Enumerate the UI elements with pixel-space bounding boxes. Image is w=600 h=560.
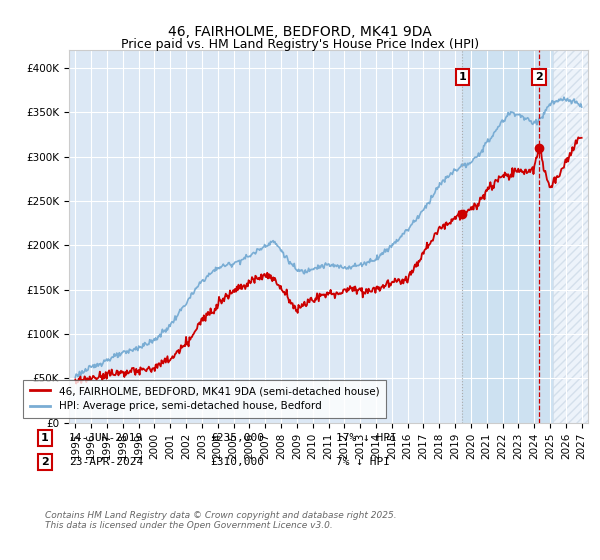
Text: 46, FAIRHOLME, BEDFORD, MK41 9DA: 46, FAIRHOLME, BEDFORD, MK41 9DA	[168, 25, 432, 39]
Text: £235,000: £235,000	[210, 433, 264, 443]
Bar	[553, 50, 588, 423]
Text: 14-JUN-2019: 14-JUN-2019	[69, 433, 143, 443]
Text: 2: 2	[41, 457, 49, 467]
Text: 2: 2	[535, 72, 543, 82]
Text: 7% ↓ HPI: 7% ↓ HPI	[336, 457, 390, 467]
Text: 1: 1	[458, 72, 466, 82]
Text: 1: 1	[41, 433, 49, 443]
Text: 23-APR-2024: 23-APR-2024	[69, 457, 143, 467]
Text: Price paid vs. HM Land Registry's House Price Index (HPI): Price paid vs. HM Land Registry's House …	[121, 38, 479, 51]
Text: Contains HM Land Registry data © Crown copyright and database right 2025.
This d: Contains HM Land Registry data © Crown c…	[45, 511, 397, 530]
Legend: 46, FAIRHOLME, BEDFORD, MK41 9DA (semi-detached house), HPI: Average price, semi: 46, FAIRHOLME, BEDFORD, MK41 9DA (semi-d…	[23, 380, 386, 418]
Text: 17% ↓ HPI: 17% ↓ HPI	[336, 433, 397, 443]
Bar	[462, 50, 553, 423]
Text: £310,000: £310,000	[210, 457, 264, 467]
